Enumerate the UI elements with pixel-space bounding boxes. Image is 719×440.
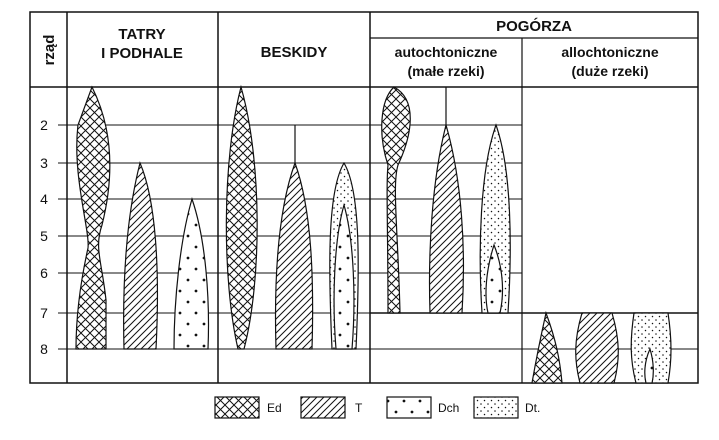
header-tatry-line2: I PODHALE bbox=[101, 45, 183, 62]
legend-label-dch: Dch bbox=[438, 401, 459, 415]
header-beskidy: BESKIDY bbox=[261, 44, 328, 61]
header-allo-line1: allochtoniczne bbox=[561, 44, 658, 60]
beskidy-dch-shape bbox=[333, 202, 355, 350]
header-allo-line2: (duże rzeki) bbox=[571, 63, 648, 79]
header-auto-line2: (małe rzeki) bbox=[407, 63, 484, 79]
auto-ed-shape bbox=[381, 86, 411, 314]
axis-label: rząd bbox=[41, 35, 58, 66]
legend-label-t: T bbox=[355, 401, 363, 415]
legend-label-ed: Ed bbox=[267, 401, 282, 415]
tatry-dch-shape bbox=[173, 197, 210, 350]
tick-label-7: 7 bbox=[40, 305, 48, 321]
tick-label-2: 2 bbox=[40, 117, 48, 133]
axis-ticks bbox=[58, 124, 67, 350]
chart-frame bbox=[29, 11, 699, 384]
header-auto-line1: autochtoniczne bbox=[395, 44, 498, 60]
legend: Ed T Dch Dt. bbox=[214, 396, 540, 419]
beskidy-t-shape bbox=[274, 161, 314, 350]
tick-label-3: 3 bbox=[40, 155, 48, 171]
tatry-ed-shape bbox=[75, 85, 111, 350]
tatry-t-shape bbox=[123, 161, 159, 350]
allo-dch-shape bbox=[644, 347, 654, 384]
auto-t-shape bbox=[428, 122, 465, 314]
allo-t-shape bbox=[575, 312, 619, 384]
header-pogorza: POGÓRZA bbox=[496, 17, 572, 35]
header-tatry-line1: TATRY bbox=[118, 26, 165, 43]
tick-label-5: 5 bbox=[40, 228, 48, 244]
allo-ed-shape bbox=[531, 310, 563, 384]
allo-dt-shape bbox=[630, 312, 672, 384]
legend-swatch-dt bbox=[473, 396, 519, 419]
auto-dch-shape bbox=[485, 243, 504, 314]
tick-label-8: 8 bbox=[40, 341, 48, 357]
beskidy-ed-shape bbox=[225, 84, 258, 350]
legend-swatch-t bbox=[300, 396, 346, 419]
tick-label-6: 6 bbox=[40, 265, 48, 281]
legend-swatch-dch bbox=[386, 396, 432, 419]
legend-label-dt: Dt. bbox=[525, 401, 540, 415]
legend-swatch-ed bbox=[214, 396, 260, 419]
tick-label-4: 4 bbox=[40, 191, 48, 207]
